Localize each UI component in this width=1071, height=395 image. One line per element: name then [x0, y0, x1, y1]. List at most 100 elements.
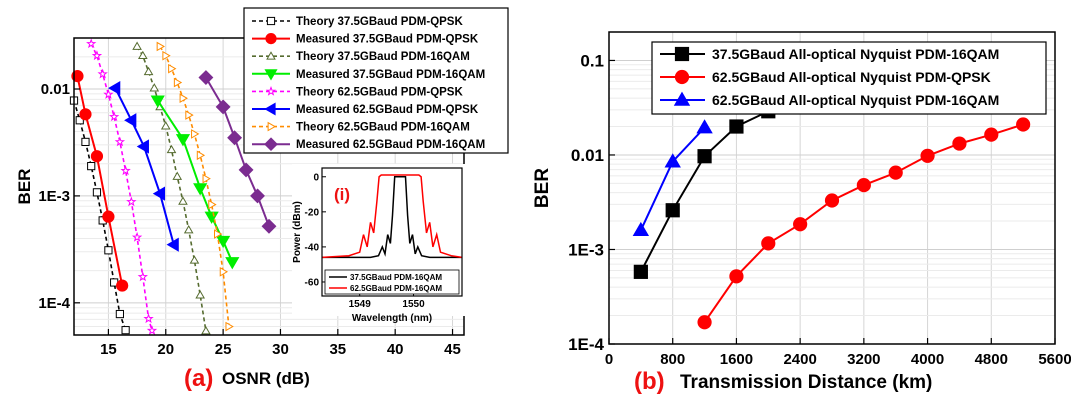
y-tick-label: 0.1: [580, 51, 604, 70]
data-point: [137, 271, 148, 282]
series-line: [640, 110, 769, 273]
series-line: [90, 43, 153, 331]
data-point: [191, 129, 200, 139]
data-point: [104, 246, 113, 255]
panel-label-b: (b): [634, 368, 665, 395]
data-point: [108, 80, 121, 96]
inset-x-axis-label: Wavelength (nm): [352, 313, 432, 324]
series-b-2: [697, 117, 1031, 330]
chart-a: 15 20 25 30 35 40 45 1E-4 1E-3 0.01 BER (a) OSNR (dB…: [15, 7, 509, 392]
data-point: [729, 269, 744, 284]
legend-marker: [264, 137, 278, 152]
data-point: [238, 162, 254, 178]
data-point: [172, 171, 183, 180]
legend-label: Measured 62.5GBaud PDM-16QAM: [296, 139, 485, 151]
data-point: [793, 217, 808, 232]
data-point: [697, 315, 712, 330]
chart-b: 0 800 1600 2400 3200 4000 4800 5600 1E-4 1E-3 0.01…: [532, 31, 1071, 395]
data-point: [124, 113, 137, 128]
inset-y-axis-label: Power (dBm): [292, 201, 303, 263]
data-point: [149, 83, 160, 92]
x-tick-label: 40: [387, 341, 404, 358]
data-point: [215, 99, 231, 115]
legend-item: 37.5GBaud All-optical Nyquist PDM-16QAM: [660, 46, 999, 62]
inset-legend: 37.5GBaud PDM-16QAM 62.5GBaud PDM-16QAM: [324, 269, 460, 295]
data-point: [178, 196, 188, 205]
legend-item: Measured 62.5GBaud PDM-QPSK: [252, 102, 479, 116]
data-point: [168, 63, 177, 74]
inset-series-1: [322, 176, 462, 259]
inset-y-tick-label: -40: [305, 242, 320, 253]
inset-x-tick-label: 1549: [349, 299, 372, 310]
legend-label: Theory 37.5GBaud PDM-16QAM: [296, 51, 470, 63]
x-tick-label: 4000: [911, 351, 944, 368]
legend-box: [651, 41, 1047, 115]
legend-label: Theory 37.5GBaud PDM-QPSK: [296, 16, 463, 28]
data-point: [156, 41, 165, 52]
legend-label: 62.5GBaud All-optical Nyquist PDM-QPSK: [712, 69, 991, 85]
series-a-2: [71, 70, 129, 292]
data-point: [185, 110, 194, 120]
series-a-6: [108, 80, 179, 252]
data-point: [193, 183, 208, 196]
data-point: [87, 162, 96, 171]
data-point: [97, 68, 108, 79]
data-point: [208, 199, 217, 210]
data-point: [175, 134, 191, 147]
legend-a: Theory 37.5GBaud PDM-QPSK Measured 37.5GB…: [243, 7, 509, 154]
data-point: [204, 211, 219, 224]
x-tick-label: 45: [444, 341, 461, 358]
data-point: [90, 150, 104, 163]
data-point: [697, 149, 712, 164]
y-tick-label: 1E-3: [38, 188, 70, 205]
x-axis-label: OSNR (dB): [222, 369, 310, 388]
data-point: [225, 257, 240, 270]
legend-marker: [266, 16, 276, 26]
series-a-5: [86, 38, 158, 335]
panel-label-a: (a): [184, 365, 213, 392]
x-tick-label: 5600: [1038, 351, 1071, 368]
inset-legend-box: [324, 269, 460, 295]
data-point: [632, 221, 650, 236]
data-point: [201, 326, 211, 335]
y-tick-label: 1E-4: [38, 295, 70, 312]
data-point: [143, 313, 154, 324]
series-line: [159, 46, 230, 327]
legend-marker: [674, 69, 690, 85]
series-b-3: [632, 119, 713, 236]
data-point: [189, 255, 200, 264]
data-point: [633, 264, 648, 279]
data-point: [761, 236, 776, 251]
x-tick-label: 20: [157, 341, 174, 358]
data-point: [202, 173, 211, 184]
data-point: [856, 177, 871, 193]
x-tick-label: 30: [272, 341, 289, 358]
data-point: [126, 196, 137, 207]
legend-marker: [673, 91, 691, 106]
data-point: [219, 266, 229, 277]
x-tick-label: 4800: [975, 351, 1008, 368]
y-tick-label: 1E-3: [568, 240, 604, 259]
data-point: [664, 153, 681, 168]
x-tick-label: 15: [100, 341, 117, 358]
x-tick-label: 25: [215, 341, 232, 358]
legend-item: Measured 37.5GBaud PDM-16QAM: [252, 69, 485, 81]
data-point: [225, 321, 234, 332]
data-point: [179, 93, 188, 104]
inset-y-tick-label: 0: [313, 172, 319, 183]
data-point: [143, 66, 154, 76]
legend-item: Theory 62.5GBaud PDM-QPSK: [252, 85, 463, 98]
data-point: [952, 136, 967, 151]
legend-item: Measured 62.5GBaud PDM-16QAM: [252, 137, 485, 152]
data-point: [102, 210, 115, 223]
data-point: [160, 121, 171, 130]
data-point: [121, 326, 130, 335]
legend-label: Measured 37.5GBaud PDM-QPSK: [296, 34, 479, 46]
legend-marker: [674, 46, 690, 62]
data-point: [984, 127, 999, 142]
data-point: [120, 165, 131, 176]
inset-frame: [321, 167, 463, 297]
series-a-4: [150, 95, 240, 270]
legend-label: Measured 37.5GBaud PDM-16QAM: [296, 69, 485, 81]
